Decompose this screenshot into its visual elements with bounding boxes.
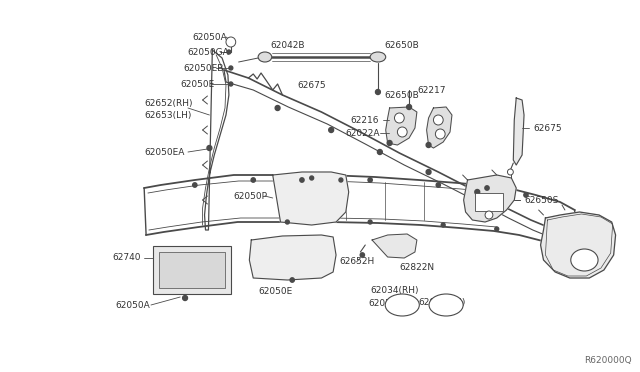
Text: 62042B: 62042B bbox=[271, 41, 305, 49]
Circle shape bbox=[378, 150, 382, 154]
Text: 62050E: 62050E bbox=[180, 80, 214, 89]
Circle shape bbox=[310, 176, 314, 180]
Circle shape bbox=[285, 220, 289, 224]
Circle shape bbox=[495, 227, 499, 231]
Circle shape bbox=[229, 82, 233, 86]
Circle shape bbox=[227, 50, 231, 54]
Text: 62050P: 62050P bbox=[234, 192, 268, 201]
Polygon shape bbox=[273, 172, 349, 225]
Polygon shape bbox=[372, 234, 417, 258]
Text: 62650B: 62650B bbox=[385, 90, 419, 99]
Circle shape bbox=[475, 189, 480, 195]
Bar bbox=[159, 252, 225, 288]
Circle shape bbox=[251, 178, 255, 182]
Ellipse shape bbox=[370, 52, 386, 62]
Circle shape bbox=[426, 170, 431, 174]
Text: 62822N: 62822N bbox=[399, 263, 435, 273]
Circle shape bbox=[441, 223, 445, 227]
Circle shape bbox=[290, 278, 294, 282]
Circle shape bbox=[300, 178, 304, 182]
Circle shape bbox=[368, 220, 372, 224]
Text: 62740: 62740 bbox=[112, 253, 141, 263]
Text: 62050A: 62050A bbox=[193, 32, 228, 42]
Polygon shape bbox=[463, 175, 516, 222]
Circle shape bbox=[435, 129, 445, 139]
Circle shape bbox=[339, 178, 343, 182]
Circle shape bbox=[226, 37, 236, 47]
Polygon shape bbox=[427, 107, 452, 148]
Text: 62650B: 62650B bbox=[385, 41, 419, 49]
Circle shape bbox=[394, 113, 404, 123]
Text: 62217: 62217 bbox=[417, 86, 445, 94]
Circle shape bbox=[508, 169, 513, 175]
Circle shape bbox=[229, 66, 233, 70]
Bar bbox=[476, 193, 502, 211]
Polygon shape bbox=[541, 212, 616, 278]
Polygon shape bbox=[250, 235, 336, 280]
Text: 62035(LH): 62035(LH) bbox=[419, 298, 466, 308]
Polygon shape bbox=[513, 98, 524, 165]
Circle shape bbox=[397, 127, 407, 137]
Text: 62050A: 62050A bbox=[115, 301, 150, 310]
Circle shape bbox=[485, 211, 493, 219]
Circle shape bbox=[426, 142, 431, 148]
Ellipse shape bbox=[429, 294, 463, 316]
Bar bbox=[153, 246, 231, 294]
Ellipse shape bbox=[258, 52, 272, 62]
Text: 62050E: 62050E bbox=[258, 288, 292, 296]
Circle shape bbox=[360, 253, 364, 257]
Text: 62050A: 62050A bbox=[368, 298, 403, 308]
Ellipse shape bbox=[385, 294, 419, 316]
Circle shape bbox=[387, 141, 392, 145]
Text: 62652(RH): 62652(RH) bbox=[144, 99, 193, 108]
Circle shape bbox=[433, 115, 443, 125]
Circle shape bbox=[376, 90, 380, 94]
Text: 62050EB: 62050EB bbox=[183, 64, 223, 73]
Circle shape bbox=[524, 193, 528, 197]
Circle shape bbox=[329, 128, 333, 132]
Text: 62675: 62675 bbox=[297, 80, 326, 90]
Text: 62022A: 62022A bbox=[346, 128, 380, 138]
Polygon shape bbox=[386, 107, 417, 145]
Circle shape bbox=[436, 183, 440, 187]
Circle shape bbox=[182, 295, 188, 301]
Text: 62650S: 62650S bbox=[524, 196, 558, 205]
Text: 62653(LH): 62653(LH) bbox=[144, 110, 191, 119]
Circle shape bbox=[207, 145, 212, 151]
Circle shape bbox=[485, 186, 489, 190]
Text: 62050EA: 62050EA bbox=[144, 148, 184, 157]
Text: 62652H: 62652H bbox=[339, 257, 374, 266]
Circle shape bbox=[368, 178, 372, 182]
Text: 62034(RH): 62034(RH) bbox=[370, 285, 419, 295]
Text: R620000Q: R620000Q bbox=[584, 356, 632, 365]
Circle shape bbox=[406, 105, 412, 109]
Text: 62050GA: 62050GA bbox=[187, 48, 228, 57]
Circle shape bbox=[193, 183, 197, 187]
Circle shape bbox=[275, 106, 280, 110]
Text: 62216: 62216 bbox=[351, 115, 379, 125]
Ellipse shape bbox=[571, 249, 598, 271]
Text: 62675: 62675 bbox=[534, 124, 563, 132]
